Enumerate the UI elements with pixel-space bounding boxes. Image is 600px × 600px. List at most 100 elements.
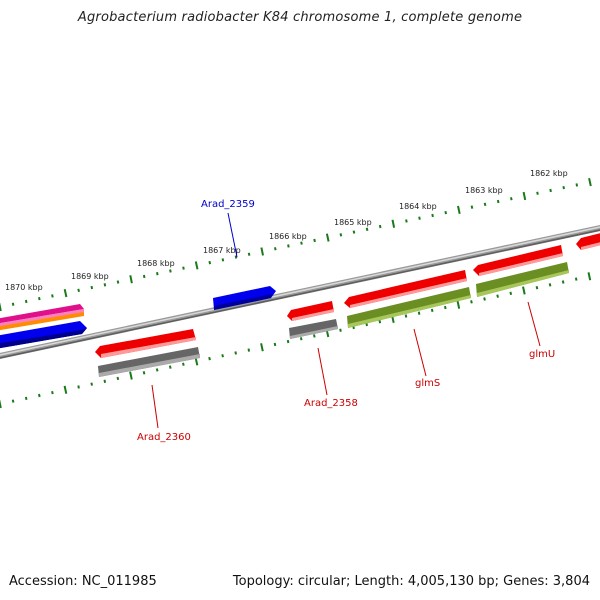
kbp-label: 1867 kbp <box>203 246 241 255</box>
scale-minor-tick <box>274 247 277 251</box>
kbp-label: 1865 kbp <box>334 218 372 227</box>
scale-minor-tick <box>575 183 579 187</box>
scale-minor-tick <box>574 277 578 281</box>
scale-minor-tick <box>444 210 447 215</box>
scale-minor-tick <box>168 365 172 369</box>
kbp-label: 1862 kbp <box>530 169 568 178</box>
scale-minor-tick <box>365 227 369 231</box>
scale-minor-tick <box>378 224 382 229</box>
scale-minor-tick <box>103 283 107 287</box>
scale-minor-tick <box>24 396 28 401</box>
scale-minor-tick <box>483 202 487 207</box>
gene-glms[interactable] <box>344 270 471 377</box>
gene-arrow-blue-left-shade <box>0 328 87 349</box>
scale-major-tick <box>456 300 461 309</box>
scale-minor-tick <box>155 368 159 372</box>
scale-minor-tick <box>299 337 303 341</box>
scale-minor-tick <box>208 260 212 265</box>
scale-minor-tick <box>430 308 434 313</box>
scale-minor-tick <box>418 216 421 220</box>
gene-glmu[interactable] <box>473 245 569 347</box>
scale-minor-tick <box>11 399 15 403</box>
scale-minor-tick <box>352 230 356 234</box>
scale-minor-tick <box>286 339 290 344</box>
scale-minor-tick <box>339 328 342 332</box>
scale-minor-tick <box>549 188 552 193</box>
scale-minor-tick <box>221 354 224 358</box>
scale-minor-tick <box>182 266 185 270</box>
scale-minor-tick <box>496 294 499 298</box>
scale-major-tick <box>325 233 330 242</box>
scale-minor-tick <box>38 393 41 398</box>
kbp-label: 1868 kbp <box>137 259 175 268</box>
page-title: Agrobacterium radiobacter K84 chromosome… <box>77 10 523 25</box>
scale-minor-tick <box>234 351 237 355</box>
accession-text: Accession: NC_011985 <box>9 574 157 589</box>
scale-major-tick <box>0 302 2 312</box>
scale-minor-tick <box>247 348 251 352</box>
scale-major-tick <box>0 399 2 409</box>
gene-arad-2359[interactable] <box>213 212 276 310</box>
gene-label-arad-2359: Arad_2359 <box>201 199 255 210</box>
gene-arad-2358[interactable] <box>287 301 338 396</box>
scale-minor-tick <box>90 382 93 386</box>
scale-minor-tick <box>169 269 172 273</box>
scale-minor-tick <box>417 311 421 315</box>
gene-label-arad-2360: Arad_2360 <box>137 432 191 443</box>
scale-minor-tick <box>77 385 80 389</box>
scale-minor-tick <box>103 379 107 383</box>
kbp-labels: 1862 kbp 1863 kbp 1864 kbp 1865 kbp 1866… <box>5 169 568 292</box>
scale-minor-tick <box>496 199 500 204</box>
scale-minor-tick <box>313 238 316 243</box>
scale-major-tick <box>63 385 68 394</box>
gene-arrow-pink[interactable] <box>0 304 84 324</box>
scale-major-tick <box>129 275 133 284</box>
scale-minor-tick <box>142 371 146 375</box>
scale-minor-tick <box>77 288 80 293</box>
gene-label-glmu: glmU <box>529 349 555 360</box>
scale-minor-tick <box>11 302 15 306</box>
scale-minor-tick <box>378 320 382 324</box>
scale-minor-tick <box>142 274 146 279</box>
scale-minor-tick <box>182 362 185 366</box>
scale-major-tick <box>260 343 264 352</box>
scale-minor-tick <box>273 342 277 347</box>
gene-arrow-orange[interactable] <box>0 312 84 331</box>
kbp-label: 1870 kbp <box>5 283 43 292</box>
scale-minor-tick <box>116 280 120 284</box>
scale-minor-tick <box>300 241 303 245</box>
scale-minor-tick <box>38 296 41 301</box>
scale-major-tick <box>522 286 526 295</box>
kbp-label: 1866 kbp <box>269 232 307 241</box>
scale-minor-tick <box>221 258 225 262</box>
scale-minor-tick <box>51 390 54 395</box>
scale-minor-tick <box>510 197 513 201</box>
partial-features-left <box>0 304 87 349</box>
scale-major-tick <box>194 261 199 270</box>
scale-minor-tick <box>535 285 539 290</box>
scale-major-tick <box>63 288 68 298</box>
scale-major-tick <box>588 177 592 187</box>
scale-minor-tick <box>483 297 486 301</box>
partial-feature-right[interactable] <box>576 232 600 250</box>
gene-arad-2360[interactable] <box>95 329 200 429</box>
scale-minor-tick <box>287 244 290 248</box>
scale-minor-tick <box>313 334 316 338</box>
scale-major-tick <box>194 357 199 366</box>
scale-major-tick <box>457 205 461 215</box>
scale-major-tick <box>587 272 592 281</box>
scale-minor-tick <box>431 213 434 218</box>
scale-minor-tick <box>470 300 473 304</box>
chromosome-backbone <box>0 224 600 360</box>
scale-minor-tick <box>365 322 368 327</box>
scale-minor-tick <box>509 291 513 296</box>
kbp-label: 1869 kbp <box>71 272 109 281</box>
gene-label-glms: glmS <box>415 378 440 389</box>
scale-major-tick <box>260 247 264 256</box>
scale-minor-tick <box>339 233 343 237</box>
scale-minor-tick <box>234 255 238 259</box>
scale-minor-tick <box>548 283 552 287</box>
scale-minor-tick <box>247 252 251 256</box>
kbp-label: 1863 kbp <box>465 186 503 195</box>
